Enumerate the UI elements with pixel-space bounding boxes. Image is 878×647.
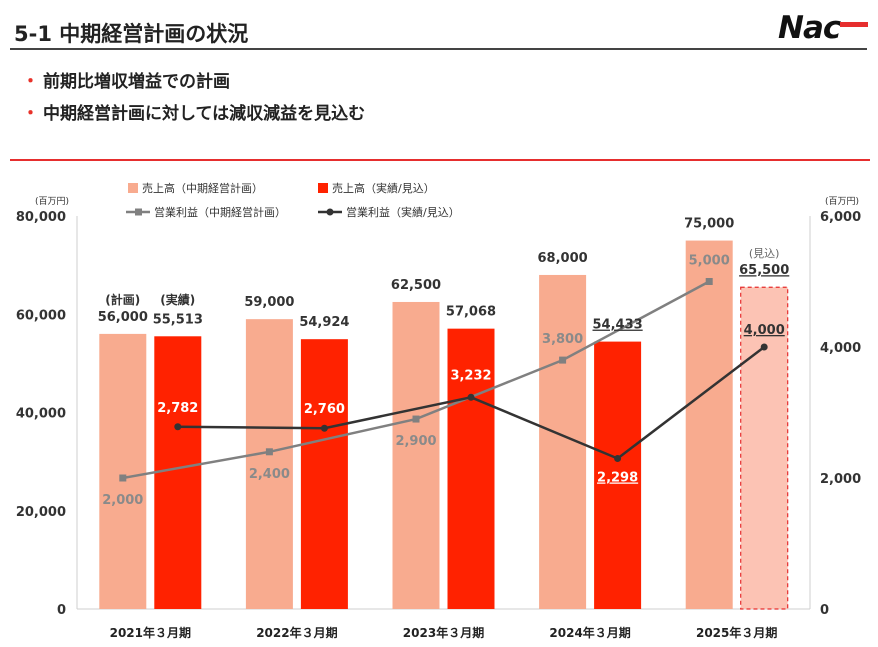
- section-divider: [10, 159, 870, 161]
- point-profit-plan: [705, 278, 713, 285]
- legend: 売上高（中期経営計画） 売上高（実績/見込） 営業利益（中期経営計画） 営業利益（実績…: [126, 181, 460, 219]
- bar-sales-actual-label: 57,068: [446, 305, 496, 320]
- legend-label: 売上高（中期経営計画）: [142, 181, 263, 195]
- profit-plan-label: 2,900: [395, 434, 436, 449]
- plan-tag: (計画): [105, 292, 140, 307]
- profit-actual-label: 2,782: [157, 401, 198, 416]
- bar-sales-plan: [685, 240, 733, 609]
- bar-sales-plan: [245, 319, 293, 609]
- bar-sales-actual: [447, 328, 495, 609]
- bars: [99, 240, 789, 610]
- left-tick-label: 0: [57, 603, 66, 618]
- right-axis-unit: (百万円): [825, 196, 859, 207]
- x-tick-label: 2024年３月期: [549, 625, 630, 640]
- point-profit-plan: [559, 356, 567, 364]
- right-tick-label: 6,000: [820, 210, 861, 225]
- bar-sales-forecast: [740, 286, 789, 610]
- point-profit-plan: [119, 474, 127, 482]
- bar-sales-actual: [154, 336, 202, 609]
- profit-actual-label: 2,760: [304, 402, 345, 417]
- x-tick-label: 2023年３月期: [403, 625, 484, 640]
- bullet-text: 中期経営計画に対しては減収減益を見込む: [43, 104, 366, 124]
- profit-plan-label: 3,800: [542, 332, 583, 347]
- left-tick-label: 60,000: [16, 308, 66, 323]
- svg-text:Nac: Nac: [778, 10, 842, 42]
- left-tick-label: 20,000: [16, 505, 66, 520]
- data-labels: 56,000 55,513 (計画) (実績) 59,000 54,924 62,500 57…: [98, 217, 790, 508]
- point-profit-actual: [614, 454, 622, 462]
- point-profit-actual: [760, 343, 768, 351]
- left-tick-label: 40,000: [16, 407, 66, 422]
- profit-plan-label: 2,400: [249, 467, 290, 482]
- left-tick-label: 80,000: [16, 210, 66, 225]
- bullet-item: ・中期経営計画に対しては減収減益を見込む: [22, 98, 365, 130]
- bar-sales-plan-label: 62,500: [391, 278, 441, 293]
- bar-sales-plan-label: 59,000: [244, 295, 294, 310]
- legend-marker-profit-actual: [326, 208, 334, 216]
- bar-sales-actual: [594, 341, 642, 609]
- company-logo: Nac: [778, 10, 868, 42]
- point-profit-actual: [320, 424, 328, 432]
- lines: [119, 278, 768, 482]
- x-tick-label: 2022年３月期: [256, 625, 337, 640]
- bullet-dot: ・: [22, 104, 39, 124]
- legend-label: 売上高（実績/見込）: [332, 181, 435, 195]
- left-axis-unit: (百万円): [35, 196, 69, 207]
- x-tick-label: 2021年３月期: [110, 625, 191, 640]
- right-tick-label: 0: [820, 603, 829, 618]
- profit-actual-label: 4,000: [744, 323, 785, 338]
- bar-sales-forecast-label: 65,500: [739, 263, 789, 278]
- bar-sales-plan: [99, 333, 147, 609]
- bar-sales-plan-label: 56,000: [98, 310, 148, 325]
- bar-sales-plan-label: 68,000: [538, 251, 588, 266]
- bar-sales-actual-label: 54,433: [593, 318, 643, 333]
- point-profit-actual: [467, 393, 475, 401]
- forecast-tag: (見込): [749, 247, 780, 260]
- bar-sales-plan: [392, 301, 440, 609]
- legend-swatch-sales-plan: [128, 183, 138, 193]
- legend-swatch-sales-actual: [318, 183, 328, 193]
- bullet-text: 前期比増収増益での計画: [43, 72, 230, 92]
- x-tick-label: 2025年３月期: [696, 625, 777, 640]
- bar-sales-plan-label: 75,000: [684, 217, 734, 232]
- page-title: 5-1 中期経営計画の状況: [14, 22, 249, 46]
- axes: (百万円) (百万円) 80,000 60,000 40,000 20,000 0 6,000…: [16, 196, 861, 640]
- legend-marker-profit-plan: [135, 208, 142, 216]
- bullet-dot: ・: [22, 72, 39, 92]
- point-profit-plan: [265, 448, 273, 456]
- bullet-item: ・前期比増収増益での計画: [22, 66, 365, 98]
- profit-actual-label: 3,232: [450, 368, 491, 383]
- actual-tag: (実績): [160, 292, 195, 307]
- right-tick-label: 4,000: [820, 341, 861, 356]
- bar-sales-actual-label: 55,513: [153, 312, 203, 327]
- legend-label: 営業利益（中期経営計画）: [154, 205, 286, 219]
- right-tick-label: 2,000: [820, 472, 861, 487]
- title-underline: [10, 48, 867, 50]
- point-profit-plan: [412, 415, 420, 423]
- profit-plan-label: 2,000: [102, 493, 143, 508]
- point-profit-actual: [174, 423, 182, 431]
- bar-sales-actual: [300, 339, 348, 609]
- profit-actual-label: 2,298: [597, 470, 638, 485]
- bullet-list: ・前期比増収増益での計画 ・中期経営計画に対しては減収減益を見込む: [22, 66, 365, 130]
- bar-sales-actual-label: 54,924: [299, 315, 349, 330]
- profit-plan-label: 5,000: [689, 254, 730, 269]
- legend-label: 営業利益（実績/見込）: [346, 205, 460, 219]
